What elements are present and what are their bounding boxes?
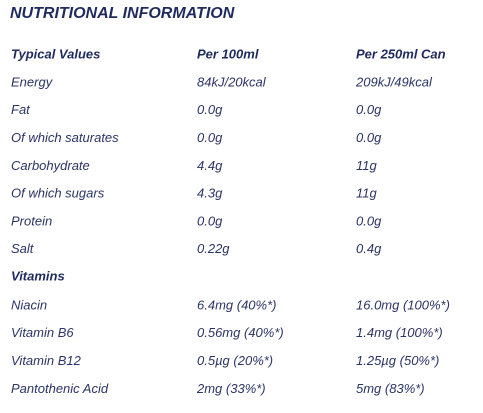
table-cell: 1.25µg (50%*): [356, 353, 439, 368]
table-cell: 0.56mg (40%*): [197, 325, 284, 340]
table-cell: 0.22g: [197, 241, 230, 256]
table-cell: 5mg (83%*): [356, 381, 425, 396]
table-cell: Niacin: [11, 297, 47, 312]
table-cell: 1.4mg (100%*): [356, 325, 443, 340]
table-cell: Fat: [11, 102, 31, 117]
table-cell: 0.0g: [356, 213, 382, 228]
column-header: Per 100ml: [197, 46, 259, 61]
table-cell: 84kJ/20kcal: [197, 74, 267, 89]
table-cell: 11g: [356, 158, 377, 173]
table-cell: 209kJ/49kcal: [355, 74, 433, 89]
table-cell: 0.4g: [356, 241, 382, 256]
table-cell: Of which saturates: [11, 130, 119, 145]
table-cell: Salt: [11, 241, 35, 256]
table-cell: Energy: [11, 74, 54, 89]
section-title: Vitamins: [11, 268, 65, 283]
table-cell: 0.0g: [197, 102, 223, 117]
table-cell: Vitamin B12: [11, 353, 82, 368]
table-cell: Pantothenic Acid: [11, 381, 109, 396]
table-cell: 0.0g: [356, 130, 382, 145]
table-cell: 0.0g: [197, 130, 223, 145]
table-cell: Protein: [11, 213, 52, 228]
title: NUTRITIONAL INFORMATION: [10, 5, 235, 22]
table-cell: 11g: [356, 186, 377, 201]
column-header: Typical Values: [11, 46, 100, 61]
table-cell: Carbohydrate: [11, 158, 90, 173]
table-cell: 4.4g: [197, 158, 223, 173]
column-header: Per 250ml Can: [356, 46, 446, 61]
table-cell: Vitamin B6: [11, 325, 74, 340]
table-cell: 0.0g: [197, 213, 223, 228]
table-cell: 4.3g: [197, 186, 223, 201]
table-cell: 16.0mg (100%*): [356, 297, 450, 312]
table-cell: 0.5µg (20%*): [197, 353, 273, 368]
table-cell: 6.4mg (40%*): [197, 297, 276, 312]
table-cell: Of which sugars: [11, 186, 105, 201]
table-cell: 2mg (33%*): [196, 381, 266, 396]
table-cell: 0.0g: [356, 102, 382, 117]
